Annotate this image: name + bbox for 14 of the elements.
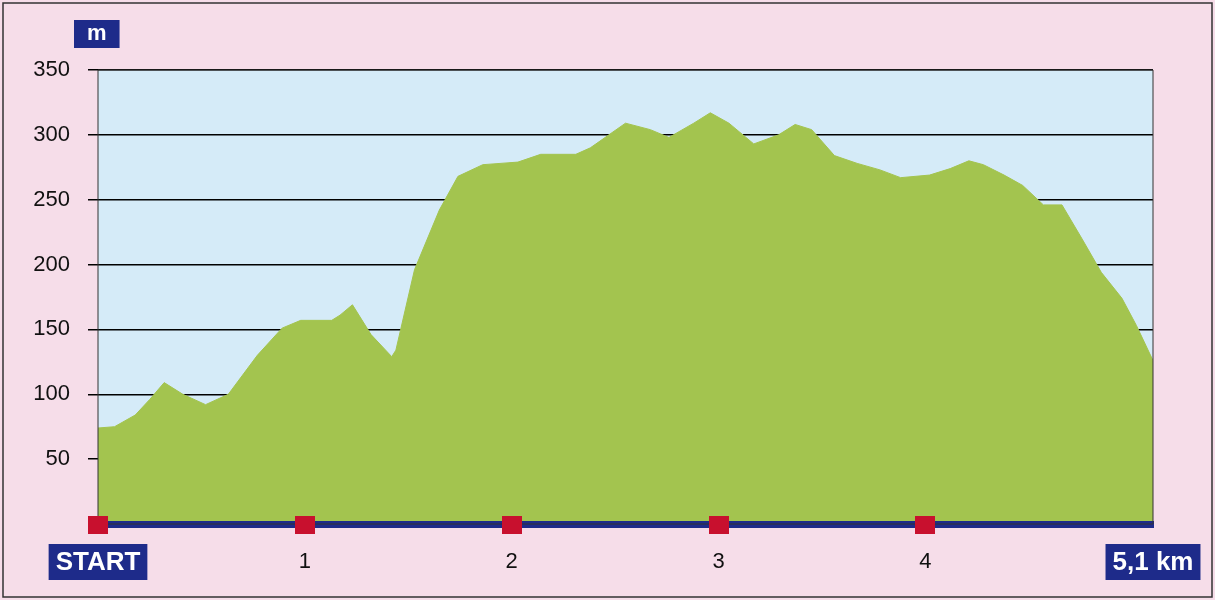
y-tick-label: 300 (33, 120, 70, 146)
x-tick-label: 3 (712, 548, 725, 574)
x-tick-label: 1 (298, 548, 311, 574)
x-tick-label: 5,1 km (1112, 546, 1194, 577)
y-tick-label: 200 (33, 250, 70, 276)
y-tick-label: 250 (33, 185, 70, 211)
x-tick-label: START (55, 546, 141, 577)
y-tick-label: 150 (33, 315, 70, 341)
x-tick-label: 4 (919, 548, 932, 574)
y-tick-label: 350 (33, 56, 70, 82)
x-tick-label: 2 (505, 548, 518, 574)
y-axis-title: m (87, 20, 107, 46)
y-tick-label: 50 (45, 445, 70, 471)
y-tick-label: 100 (33, 380, 70, 406)
